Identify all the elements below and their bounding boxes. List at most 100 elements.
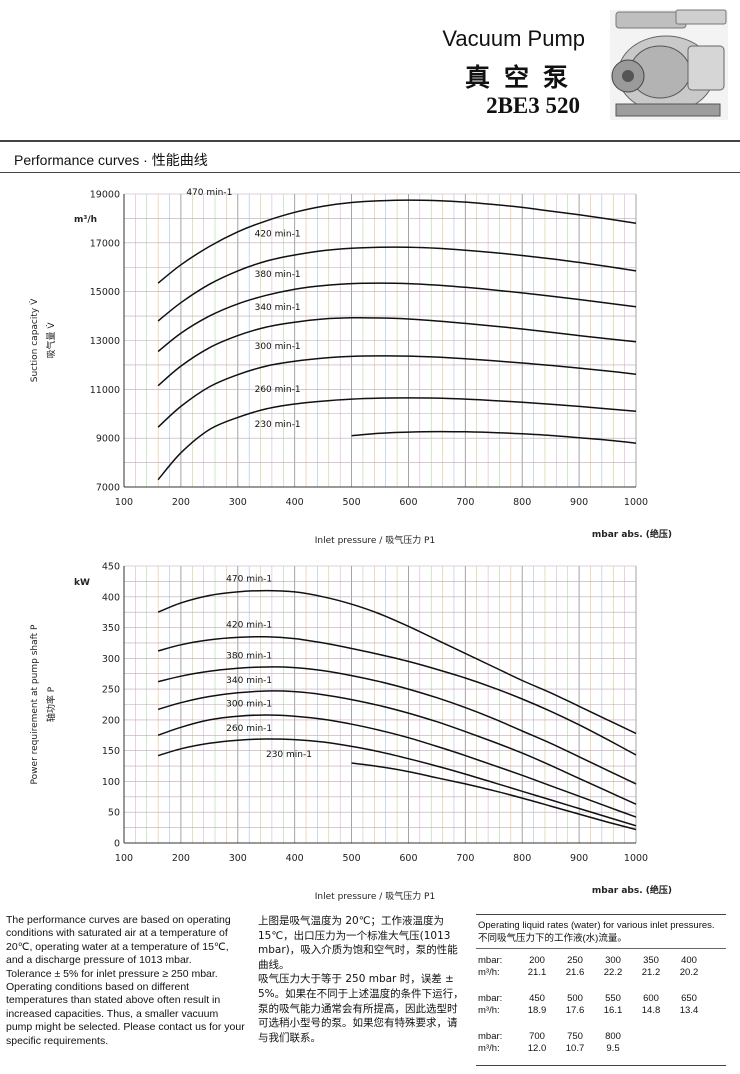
- series-line: [157, 355, 637, 428]
- mbar-label: mbar:: [478, 955, 503, 966]
- power-requirement-chart: 100 200 300 400 500 600 700 800 900 1000 0 50 100 150…: [30, 562, 672, 903]
- y-unit-label: kW: [74, 578, 90, 588]
- liquid-rates-divider: [476, 948, 726, 949]
- mbar-value: 550: [605, 993, 621, 1004]
- y-axis-label-zh: 吸气量 V̇: [45, 322, 57, 359]
- flow-value: 21.6: [565, 967, 585, 978]
- mbar-value: 200: [529, 955, 545, 966]
- y-tick-label: 50: [108, 808, 120, 819]
- y-axis-label: Suction capacity V̇: [28, 298, 40, 382]
- flow-value: 18.9: [527, 1005, 547, 1016]
- y-axis-label-zh: 轴功率 P: [45, 686, 57, 722]
- flow-value: 20.2: [679, 967, 699, 978]
- series-label: 230 min-1: [266, 750, 312, 760]
- liquid-rates-title-zh: 不同吸气压力下的工作液(水)流量。: [478, 933, 627, 944]
- flow-value: 17.6: [565, 1005, 585, 1016]
- flow-value: 22.2: [603, 967, 623, 978]
- y-tick-label: 17000: [90, 238, 120, 249]
- mbar-value: 400: [681, 955, 697, 966]
- notes-english: The performance curves are based on oper…: [6, 914, 246, 1048]
- series-label: 420 min-1: [255, 230, 301, 240]
- y-tick-label: 0: [114, 839, 120, 850]
- page-title: Vacuum Pump: [442, 26, 585, 51]
- y-axis-label: Power requirement at pump shaft P: [30, 624, 40, 784]
- x-tick-label: 900: [570, 497, 588, 508]
- series-label: 380 min-1: [255, 270, 301, 280]
- liquid-rates-group: mbar: 450 500 550 600 650 m³/h: 18.9 17.…: [478, 993, 708, 1017]
- x-tick-label: 800: [513, 853, 531, 864]
- series-line: [157, 246, 637, 322]
- x-unit-label: mbar abs. (绝压): [592, 884, 672, 896]
- flow-label: m³/h:: [478, 967, 500, 978]
- mbar-value: 350: [643, 955, 659, 966]
- model-number: 2BE3 520: [486, 93, 580, 118]
- series-label: 470 min-1: [186, 188, 232, 198]
- x-tick-label: 900: [570, 853, 588, 864]
- mbar-value: 650: [681, 993, 697, 1004]
- x-tick-label: 600: [399, 853, 417, 864]
- x-tick-label: 600: [399, 497, 417, 508]
- note-tolerance: Tolerance ± 5% for inlet pressure ≥ 250 …: [6, 967, 218, 980]
- flow-value: 9.5: [606, 1043, 620, 1054]
- series-line: [157, 316, 637, 387]
- mbar-row: mbar: 200 250 300 350 400: [478, 955, 708, 967]
- x-tick-label: 1000: [624, 853, 648, 864]
- mbar-value: 800: [605, 1031, 621, 1042]
- mbar-value: 750: [567, 1031, 583, 1042]
- y-tick-label: 250: [102, 685, 120, 696]
- liquid-rates-group: mbar: 200 250 300 350 400 m³/h: 21.1 21.…: [478, 955, 708, 979]
- mbar-row: mbar: 700 750 800: [478, 1031, 632, 1043]
- mbar-label: mbar:: [478, 993, 503, 1004]
- flow-row: m³/h: 12.0 10.7 9.5: [478, 1043, 632, 1055]
- y-tick-label: 450: [102, 562, 120, 573]
- liquid-rates-table: Operating liquid rates (water) for vario…: [476, 914, 726, 1066]
- x-tick-label: 400: [286, 853, 304, 864]
- flow-value: 14.8: [641, 1005, 661, 1016]
- mbar-label: mbar:: [478, 1031, 503, 1042]
- header-divider: [0, 140, 740, 142]
- flow-value: 21.1: [527, 967, 547, 978]
- series-line: [157, 282, 637, 353]
- mbar-value: 700: [529, 1031, 545, 1042]
- mbar-value: 250: [567, 955, 583, 966]
- series-line: [157, 690, 637, 805]
- series-line: [157, 714, 637, 818]
- flow-value: 21.2: [641, 967, 661, 978]
- y-tick-label: 100: [102, 777, 120, 788]
- series-line: [157, 666, 637, 785]
- x-tick-label: 800: [513, 497, 531, 508]
- x-tick-label: 1000: [624, 497, 648, 508]
- y-tick-label: 13000: [90, 336, 120, 347]
- note-conditions-zh: 上图是吸气温度为 20℃；工作液温度为 15℃，出口压力为一个标准大气压(101…: [258, 915, 458, 971]
- x-axis-label: Inlet pressure / 吸气压力 P1: [315, 890, 435, 902]
- mbar-value: 500: [567, 993, 583, 1004]
- x-tick-label: 500: [342, 853, 360, 864]
- series-label: 260 min-1: [226, 724, 272, 734]
- y-tick-label: 150: [102, 746, 120, 757]
- x-tick-label: 400: [286, 497, 304, 508]
- x-tick-label: 100: [115, 497, 133, 508]
- flow-row: m³/h: 18.9 17.6 16.1 14.8 13.4: [478, 1005, 708, 1017]
- series-line: [157, 589, 637, 735]
- notes-chinese: 上图是吸气温度为 20℃；工作液温度为 15℃，出口压力为一个标准大气压(101…: [258, 914, 464, 1045]
- series-label: 300 min-1: [255, 342, 301, 352]
- vacuum-pump-photo-icon: [610, 9, 728, 120]
- liquid-rates-group: mbar: 700 750 800 m³/h: 12.0 10.7 9.5: [478, 1031, 632, 1055]
- y-unit-label: m³/h: [74, 215, 97, 225]
- y-tick-label: 9000: [96, 434, 120, 445]
- flow-label: m³/h:: [478, 1005, 500, 1016]
- y-tick-label: 7000: [96, 483, 120, 494]
- note-conditions: The performance curves are based on oper…: [6, 914, 231, 967]
- y-tick-label: 15000: [90, 287, 120, 298]
- note-tolerance-zh: 吸气压力大于等于 250 mbar 时，误差 ± 5%。如果在不同于上述温度的条…: [258, 973, 464, 1044]
- mbar-value: 600: [643, 993, 659, 1004]
- section-title: Performance curves · 性能曲线: [14, 152, 208, 168]
- y-tick-label: 19000: [90, 190, 120, 201]
- flow-row: m³/h: 21.1 21.6 22.2 21.2 20.2: [478, 967, 708, 979]
- x-tick-label: 700: [456, 853, 474, 864]
- y-tick-label: 300: [102, 654, 120, 665]
- flow-value: 16.1: [603, 1005, 623, 1016]
- x-axis-label: Inlet pressure / 吸气压力 P1: [315, 534, 435, 546]
- x-tick-label: 100: [115, 853, 133, 864]
- flow-label: m³/h:: [478, 1043, 500, 1054]
